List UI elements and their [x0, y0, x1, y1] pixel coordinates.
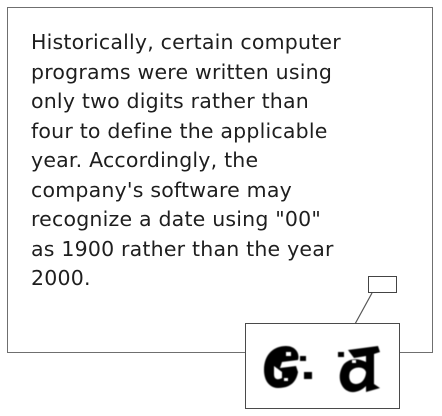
- paragraph-line: programs were written using: [31, 59, 333, 84]
- text-panel: Historically, certain computer programs …: [7, 7, 433, 353]
- paragraph-line: Historically, certain computer: [31, 30, 341, 54]
- paragraph-line: company's software may: [31, 177, 292, 202]
- magnified-glyph-ar: [338, 346, 380, 393]
- paragraph: Historically, certain computer programs …: [31, 28, 341, 294]
- highlight-box: [368, 276, 397, 293]
- zoom-inset: [245, 323, 400, 409]
- paragraph-line: only two digits rather than: [31, 89, 309, 113]
- paragraph-line: recognize a date using "00": [31, 207, 322, 231]
- paragraph-line: year. Accordingly, the: [31, 148, 259, 172]
- paragraph-line: as 1900 rather than the year: [31, 236, 334, 261]
- paragraph-line: 2000.: [31, 266, 91, 290]
- paragraph-line: four to define the applicable: [31, 118, 328, 143]
- magnified-glyph-ea: [264, 346, 312, 388]
